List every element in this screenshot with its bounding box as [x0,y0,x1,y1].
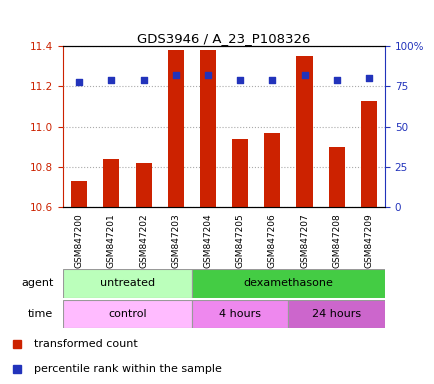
Point [172,72,179,78]
Bar [200,50,216,207]
Text: percentile rank within the sample: percentile rank within the sample [34,364,221,374]
Bar [191,300,288,328]
Bar [191,269,384,298]
Text: dexamethasone: dexamethasone [243,278,332,288]
Bar [63,300,191,328]
Text: untreated: untreated [100,278,155,288]
Bar [296,56,312,207]
Bar [232,139,248,207]
Point [300,72,307,78]
Title: GDS3946 / A_23_P108326: GDS3946 / A_23_P108326 [137,32,310,45]
Point [76,78,82,84]
Point [140,77,147,83]
Point [108,77,115,83]
Text: control: control [108,309,146,319]
Point [332,77,339,83]
Bar [168,50,184,207]
Point [268,77,275,83]
Bar [71,181,87,207]
Bar [103,159,119,207]
Bar [360,101,376,207]
Text: agent: agent [21,278,53,288]
Text: 4 hours: 4 hours [219,309,260,319]
Bar [288,300,384,328]
Bar [63,269,191,298]
Bar [328,147,344,207]
Bar [135,163,151,207]
Bar [264,133,280,207]
Point [236,77,243,83]
Point [365,75,372,81]
Text: time: time [28,309,53,319]
Point [204,72,211,78]
Text: transformed count: transformed count [34,339,138,349]
Text: 24 hours: 24 hours [312,309,360,319]
